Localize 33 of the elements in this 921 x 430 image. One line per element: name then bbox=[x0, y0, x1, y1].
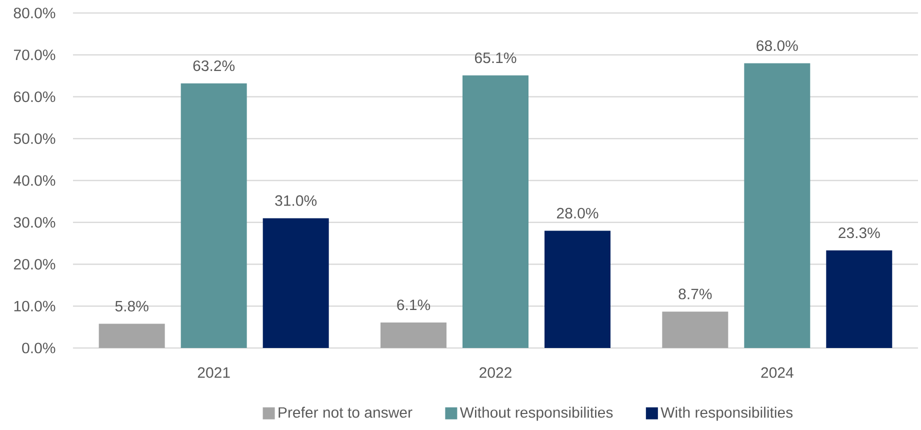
y-tick-label: 20.0% bbox=[14, 258, 56, 270]
bar bbox=[380, 322, 446, 348]
bar bbox=[462, 75, 528, 348]
legend-label: Prefer not to answer bbox=[278, 406, 412, 418]
bar bbox=[744, 63, 810, 348]
data-label: 23.3% bbox=[838, 228, 880, 238]
y-tick-label: 10.0% bbox=[14, 300, 56, 312]
data-label: 65.1% bbox=[474, 52, 516, 64]
legend-label: With responsibilities bbox=[660, 406, 793, 421]
y-tick-label: 40.0% bbox=[14, 175, 56, 186]
data-label: 8.7% bbox=[678, 288, 712, 300]
data-label: 68.0% bbox=[756, 40, 798, 51]
x-tick-label: 2021 bbox=[198, 367, 230, 378]
bar bbox=[180, 83, 247, 348]
data-label: 28.0% bbox=[556, 208, 598, 218]
bar bbox=[98, 324, 165, 348]
data-label: 5.8% bbox=[115, 300, 148, 312]
x-tick-label: 2022 bbox=[480, 367, 512, 378]
data-label: 63.2% bbox=[193, 60, 235, 72]
x-tick-label: 2024 bbox=[761, 367, 794, 378]
data-label: 31.0% bbox=[275, 195, 317, 206]
data-label: 6.1% bbox=[397, 300, 430, 310]
bar bbox=[544, 230, 610, 348]
y-tick-label: 70.0% bbox=[14, 50, 56, 60]
legend-label: Without responsibilities bbox=[460, 406, 613, 421]
bar bbox=[262, 218, 329, 348]
y-tick-label: 50.0% bbox=[14, 133, 56, 144]
y-tick-label: 0.0% bbox=[22, 342, 56, 354]
y-tick-label: 30.0% bbox=[14, 217, 56, 228]
y-tick-label: 60.0% bbox=[14, 91, 56, 102]
y-tick-label: 80.0% bbox=[14, 8, 56, 18]
bar bbox=[826, 250, 892, 348]
bar bbox=[662, 312, 728, 348]
